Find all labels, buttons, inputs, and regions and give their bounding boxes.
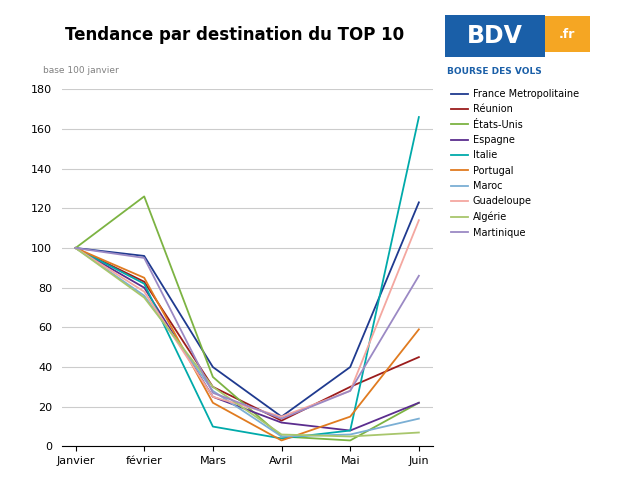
France Metropolitaine [140, 253, 148, 259]
Espagne [347, 428, 354, 434]
France Metropolitaine [209, 364, 216, 370]
Réunion [278, 418, 286, 424]
Algérie [415, 430, 423, 435]
Line: Réunion: Réunion [75, 248, 419, 421]
Italie [72, 245, 79, 251]
Algérie [347, 434, 354, 439]
Italie [415, 114, 423, 120]
Algérie [209, 384, 216, 390]
États-Unis [140, 193, 148, 199]
Portugal [278, 437, 286, 443]
États-Unis [278, 434, 286, 439]
Espagne [278, 420, 286, 426]
Maroc [415, 416, 423, 422]
Legend: France Metropolitaine, Réunion, États-Unis, Espagne, Italie, Portugal, Maroc, Gu: France Metropolitaine, Réunion, États-Un… [449, 87, 581, 240]
Maroc [209, 388, 216, 394]
Martinique [209, 390, 216, 396]
Martinique [415, 273, 423, 279]
États-Unis [415, 400, 423, 406]
Line: Italie: Italie [75, 117, 419, 438]
Bar [445, 15, 544, 57]
Réunion [347, 384, 354, 390]
Italie [209, 424, 216, 430]
Line: Algérie: Algérie [75, 248, 419, 436]
Portugal [209, 400, 216, 406]
Italie [140, 281, 148, 287]
Martinique [140, 255, 148, 261]
Italie [278, 435, 286, 441]
Portugal [347, 414, 354, 420]
Line: Guadeloupe: Guadeloupe [75, 220, 419, 417]
Espagne [140, 285, 148, 291]
Line: Portugal: Portugal [75, 248, 419, 440]
Guadeloupe [278, 414, 286, 420]
Line: Espagne: Espagne [75, 248, 419, 431]
Maroc [347, 432, 354, 437]
Line: Maroc: Maroc [75, 248, 419, 436]
Espagne [209, 394, 216, 400]
Portugal [72, 245, 79, 251]
Espagne [72, 245, 79, 251]
Guadeloupe [415, 217, 423, 223]
Guadeloupe [140, 289, 148, 295]
Martinique [72, 245, 79, 251]
Text: BDV: BDV [467, 24, 523, 48]
Italie [347, 428, 354, 434]
Portugal [415, 326, 423, 332]
Line: Martinique: Martinique [75, 248, 419, 419]
Line: États-Unis: États-Unis [75, 196, 419, 440]
Réunion [140, 279, 148, 285]
France Metropolitaine [415, 199, 423, 205]
Algérie [72, 245, 79, 251]
Réunion [209, 384, 216, 390]
États-Unis [347, 437, 354, 443]
Portugal [140, 275, 148, 281]
Martinique [347, 388, 354, 394]
Réunion [415, 354, 423, 360]
Guadeloupe [72, 245, 79, 251]
Text: Tendance par destination du TOP 10: Tendance par destination du TOP 10 [66, 26, 404, 44]
Espagne [415, 400, 423, 406]
Maroc [278, 434, 286, 439]
France Metropolitaine [72, 245, 79, 251]
Text: .fr: .fr [559, 28, 575, 41]
Martinique [278, 416, 286, 422]
Text: base 100 janvier: base 100 janvier [43, 66, 119, 75]
Line: France Metropolitaine: France Metropolitaine [75, 202, 419, 417]
Bar [544, 16, 590, 52]
Algérie [278, 432, 286, 437]
Algérie [140, 295, 148, 301]
France Metropolitaine [278, 414, 286, 420]
Guadeloupe [209, 394, 216, 400]
Maroc [140, 293, 148, 299]
France Metropolitaine [347, 364, 354, 370]
États-Unis [209, 374, 216, 380]
Réunion [72, 245, 79, 251]
États-Unis [72, 245, 79, 251]
Guadeloupe [347, 388, 354, 394]
Maroc [72, 245, 79, 251]
Text: BOURSE DES VOLS: BOURSE DES VOLS [447, 67, 542, 76]
